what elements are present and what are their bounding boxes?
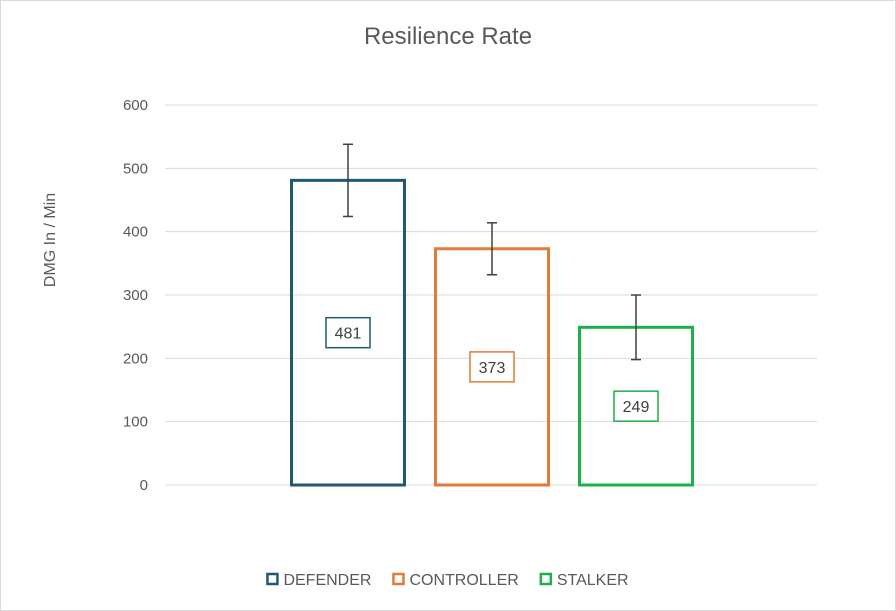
legend-swatch xyxy=(266,572,279,586)
y-tick-label: 200 xyxy=(123,350,148,367)
y-tick-label: 100 xyxy=(123,414,148,431)
y-tick-label: 500 xyxy=(123,160,148,177)
y-axis-title: DMG In / Min xyxy=(42,193,59,287)
data-label: 249 xyxy=(613,390,659,422)
legend-item: CONTROLLER xyxy=(392,572,519,589)
error-bars xyxy=(343,143,641,361)
y-tick-label: 300 xyxy=(123,287,148,304)
y-tick-label: 600 xyxy=(123,97,148,114)
data-label-box xyxy=(613,390,659,422)
chart-title: Resilience Rate xyxy=(364,23,532,50)
data-label-box xyxy=(325,316,371,349)
legend-item: STALKER xyxy=(539,572,629,589)
error-bar xyxy=(343,143,353,218)
legend: DEFENDER CONTROLLER STALKER xyxy=(266,572,629,589)
legend-item: DEFENDER xyxy=(266,572,371,589)
data-label-text: 373 xyxy=(479,360,506,377)
y-tick-label: 400 xyxy=(123,224,148,241)
data-label: 481 xyxy=(325,316,371,349)
legend-label: CONTROLLER xyxy=(409,572,518,589)
y-axis-ticks: 0 100 200 300 400 500 600 xyxy=(123,97,148,494)
legend-swatch xyxy=(539,572,553,586)
legend-swatch xyxy=(392,572,405,586)
error-bar xyxy=(487,222,497,276)
gridlines xyxy=(165,104,817,486)
legend-label: STALKER xyxy=(557,572,629,589)
data-label-box xyxy=(469,351,515,383)
data-labels: 481 373 249 xyxy=(325,316,659,422)
y-tick-label: 0 xyxy=(140,477,148,494)
legend-label: DEFENDER xyxy=(283,572,371,589)
data-label: 373 xyxy=(469,351,515,383)
data-label-text: 481 xyxy=(335,326,362,343)
data-label-text: 249 xyxy=(623,399,650,416)
error-bar xyxy=(631,294,641,361)
